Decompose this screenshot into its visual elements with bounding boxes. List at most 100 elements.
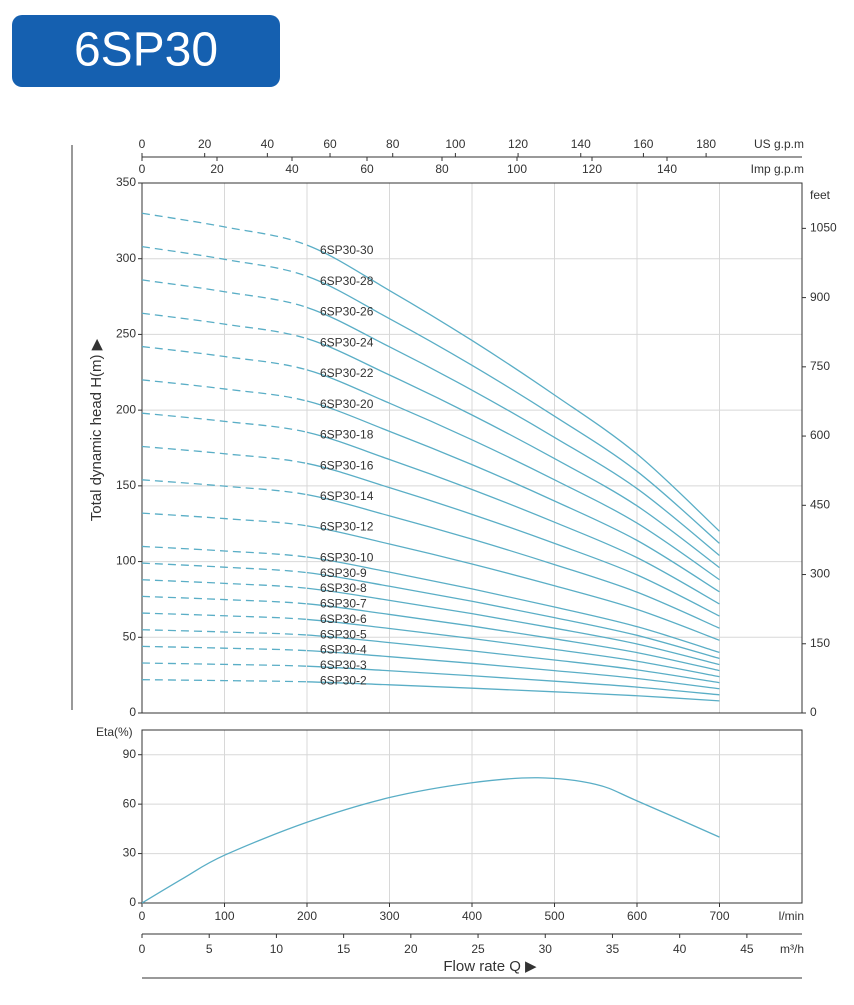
top-tick-label: 40 [261, 137, 275, 151]
curve [306, 571, 720, 660]
x-tick-label: 100 [214, 909, 234, 923]
curve [141, 245, 308, 277]
y2-tick-label: 450 [810, 497, 830, 511]
y-tick-label: 100 [116, 554, 136, 568]
top-tick-label: 60 [360, 162, 374, 176]
m3h-tick-label: 40 [673, 942, 687, 956]
curve [306, 525, 720, 641]
badge-box [12, 15, 280, 87]
top-tick-label: 180 [696, 137, 716, 151]
x-tick-label: 200 [297, 909, 317, 923]
y2-tick-label: 900 [810, 290, 830, 304]
curve [141, 579, 308, 589]
curve [306, 275, 720, 544]
y2-tick-label: 150 [810, 636, 830, 650]
curve-label: 6SP30-12 [320, 520, 374, 534]
curve [306, 462, 720, 617]
x-tick-label: 300 [379, 909, 399, 923]
m3h-tick-label: 25 [471, 942, 485, 956]
m3h-tick-label: 15 [337, 942, 351, 956]
curve [306, 618, 720, 678]
curve [306, 431, 720, 605]
curve [306, 400, 720, 593]
curve-label: 6SP30-20 [320, 397, 374, 411]
curve [141, 345, 308, 371]
curve [306, 665, 720, 696]
curve [141, 679, 308, 683]
y-tick-label: 200 [116, 402, 136, 416]
curve [141, 629, 308, 636]
curve-label: 6SP30-9 [320, 566, 367, 580]
plot-frame [141, 182, 803, 714]
x-tick-label: 700 [709, 909, 729, 923]
top-tick-label: 100 [445, 137, 465, 151]
y2-axis-label: feet [810, 188, 831, 202]
top-axis-label: US g.p.m [754, 137, 804, 151]
top-tick-label: 0 [139, 162, 146, 176]
y-axis-label: Total dynamic head H(m) ▶ [88, 338, 105, 521]
top-tick-label: 140 [657, 162, 677, 176]
m3h-tick-label: 30 [539, 942, 553, 956]
top-tick-label: 100 [507, 162, 527, 176]
curve-label: 6SP30-30 [320, 243, 374, 257]
m3h-tick-label: 10 [270, 942, 284, 956]
curve-label: 6SP30-8 [320, 581, 367, 595]
curve [141, 595, 308, 605]
curve [141, 512, 308, 527]
y-tick-label: 30 [123, 846, 137, 860]
curve-label: 6SP30-14 [320, 489, 374, 503]
top-tick-label: 80 [386, 137, 400, 151]
curve-label: 6SP30-3 [320, 658, 367, 672]
curve [306, 681, 720, 702]
curve [306, 244, 720, 532]
top-tick-label: 160 [633, 137, 653, 151]
x-tick-label: 600 [627, 909, 647, 923]
curve [141, 312, 308, 340]
y-tick-label: 350 [116, 175, 136, 189]
curve [141, 479, 308, 496]
curve-label: 6SP30-18 [320, 428, 374, 442]
curve [306, 306, 720, 557]
curve [141, 379, 308, 402]
curve [141, 212, 308, 246]
curve-label: 6SP30-24 [320, 335, 374, 349]
y2-tick-label: 1050 [810, 221, 837, 235]
curve-label: 6SP30-5 [320, 627, 367, 641]
curve-label: 6SP30-16 [320, 458, 374, 472]
curve [306, 634, 720, 684]
curve [141, 777, 720, 904]
y-tick-label: 0 [129, 705, 136, 719]
y2-tick-label: 300 [810, 567, 830, 581]
top-tick-label: 140 [571, 137, 591, 151]
top-tick-label: 60 [323, 137, 337, 151]
curve-label: 6SP30-6 [320, 612, 367, 626]
curve-label: 6SP30-10 [320, 550, 374, 564]
x-tick-label: 400 [462, 909, 482, 923]
curve [306, 338, 720, 569]
badge-title: 6SP30 [74, 24, 218, 77]
curve [141, 645, 308, 652]
top-tick-label: 80 [435, 162, 449, 176]
x-axis-label: l/min [779, 909, 804, 923]
y-tick-label: 250 [116, 327, 136, 341]
top-tick-label: 120 [582, 162, 602, 176]
x-tick-label: 500 [544, 909, 564, 923]
y-tick-label: 90 [123, 747, 137, 761]
curve [141, 562, 308, 574]
curve-label: 6SP30-22 [320, 366, 374, 380]
top-tick-label: 120 [508, 137, 528, 151]
curve [306, 649, 720, 690]
curve [141, 445, 308, 465]
top-tick-label: 20 [210, 162, 224, 176]
y-tick-label: 150 [116, 478, 136, 492]
curve [306, 587, 720, 666]
y-tick-label: 0 [129, 895, 136, 909]
curve [141, 412, 308, 433]
curve-label: 6SP30-7 [320, 597, 367, 611]
curve [306, 603, 720, 672]
m3h-tick-label: 45 [740, 942, 754, 956]
curve [141, 545, 308, 558]
curve [306, 494, 720, 629]
m3h-tick-label: 0 [139, 942, 146, 956]
